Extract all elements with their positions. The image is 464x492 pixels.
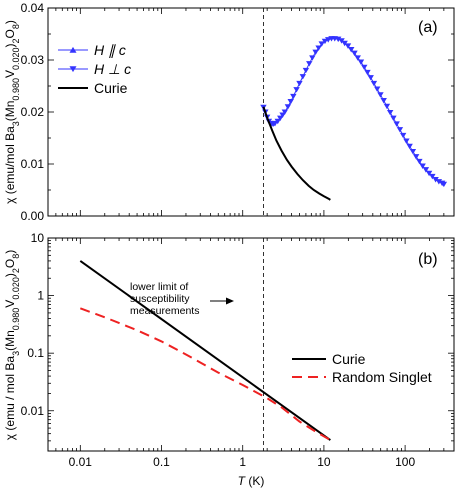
legend-label: Random Singlet [332,369,432,385]
h-perp-c-marker [302,67,310,74]
panel-a-label: (a) [418,19,438,36]
h-perp-c-marker [432,177,439,183]
curie-line-b [79,260,331,441]
h-perp-c-marker [393,121,400,127]
h-perp-c-marker [386,109,394,116]
annotation-arrowhead [226,297,234,305]
h-perp-c-marker [406,143,413,150]
h-perp-c-marker [419,163,426,169]
panel-b-y-axis-label: χ (emu / mol Ba3(Mn0.980V0.020)2O8) [3,250,21,440]
x-tick-label: 0.01 [69,455,93,469]
h-perp-c-marker [296,80,303,87]
panel-b-label: (b) [418,251,438,268]
legend-marker-triangle-up [69,46,77,53]
h-perp-c-marker [409,148,417,155]
h-perp-c-marker [361,64,368,71]
panel-a-y-axis-label: χ (emu/mol Ba3(Mn0.980V0.020)2O8) [3,20,21,204]
h-perp-c-marker [399,132,407,139]
y-tick-label: 0.01 [21,157,45,171]
h-perp-c-marker [274,118,281,125]
legend-label: Curie [94,80,128,96]
h-perp-c-marker [425,170,433,177]
h-perp-c-marker [277,115,284,122]
h-perp-c-marker [348,47,355,53]
h-perp-c-marker [309,55,316,61]
panel-a-plot-area [260,36,448,201]
x-tick-label: 10 [317,455,331,469]
h-perp-c-marker [435,179,443,185]
legend-label: H ⊥ c [94,61,131,77]
y-tick-label: 0.04 [21,1,45,15]
x-axis-label: T (K) [238,474,265,488]
h-perp-c-marker [321,38,329,45]
h-perp-c-marker [370,80,378,87]
y-tick-label: 0.02 [21,105,45,119]
h-perp-c-marker [380,98,387,104]
y-tick-label: 1 [37,289,44,303]
panel-b-frame [47,237,455,452]
h-perp-c-marker [279,112,286,118]
panel-a: 0.00 0.01 0.02 0.03 0.04 (a) H ∥ c H ⊥ c Curie… [3,1,455,223]
panel-a-y-ticks: 0.00 0.01 0.02 0.03 0.04 [21,1,454,223]
panel-b-y-ticks: 0.01 0.1 1 10 [21,231,454,452]
h-perp-c-marker [354,55,361,61]
annotation-line: lower limit of [130,281,188,293]
h-perp-c-marker [377,92,384,98]
h-perp-c-marker [357,59,365,65]
h-perp-c-marker [422,167,430,173]
x-tick-label: 1 [239,455,246,469]
panel-a-x-ticks [47,8,455,216]
panel-b-x-ticks: 0.01 0.1 1 10 100 [47,238,455,469]
h-perp-c-marker [429,173,436,180]
y-tick-label: 0.03 [21,53,45,67]
panel-b-plot-area [79,260,331,441]
h-perp-c-marker [315,45,322,51]
h-perp-c-marker [312,49,319,56]
h-perp-c-line [262,38,445,185]
curie-line-a [262,106,331,201]
h-perp-c-marker [299,74,307,80]
h-perp-c-marker [318,41,325,47]
h-perp-c-marker [416,158,423,165]
random-singlet-line [79,307,331,441]
h-perp-c-marker [351,50,358,57]
x-tick-label: 0.1 [153,455,170,469]
h-perp-c-marker [335,36,342,43]
legend-label: Curie [332,351,366,367]
h-perp-c-marker [290,93,297,100]
panel-b: 0.01 0.1 1 10 0.01 0.1 1 10 100 (b) lower limit… [3,231,455,488]
h-perp-c-marker [367,75,374,81]
h-perp-c-marker [383,103,391,110]
h-perp-c-marker [344,43,352,49]
y-tick-label: 0.1 [27,346,44,360]
panel-a-legend: H ∥ c H ⊥ c Curie [58,42,131,96]
legend-marker-triangle-down [69,66,77,73]
h-perp-c-marker [396,127,404,133]
y-tick-label: 10 [31,231,45,245]
h-perp-c-marker [293,87,300,93]
y-tick-label: 0.01 [21,404,45,418]
h-perp-c-marker [440,181,448,188]
h-perp-c-marker [281,109,289,115]
h-perp-c-marker [364,69,371,76]
x-tick-label: 100 [395,455,415,469]
h-perp-c-marker [412,154,420,160]
legend-label: H ∥ c [94,42,126,58]
annotation-line: susceptibility [130,293,190,305]
annotation-line: measurements [130,305,199,317]
h-perp-c-marker [287,99,294,105]
h-perp-c-marker [390,115,397,122]
panel-a-frame [47,7,455,217]
h-perp-c-marker [306,61,313,67]
y-tick-label: 0.00 [21,209,45,223]
h-perp-c-marker [284,104,292,110]
panel-b-legend: Curie Random Singlet [292,351,432,385]
h-perp-c-marker [373,86,381,92]
h-perp-c-marker [403,138,410,144]
h-perp-c-marker [341,40,348,47]
